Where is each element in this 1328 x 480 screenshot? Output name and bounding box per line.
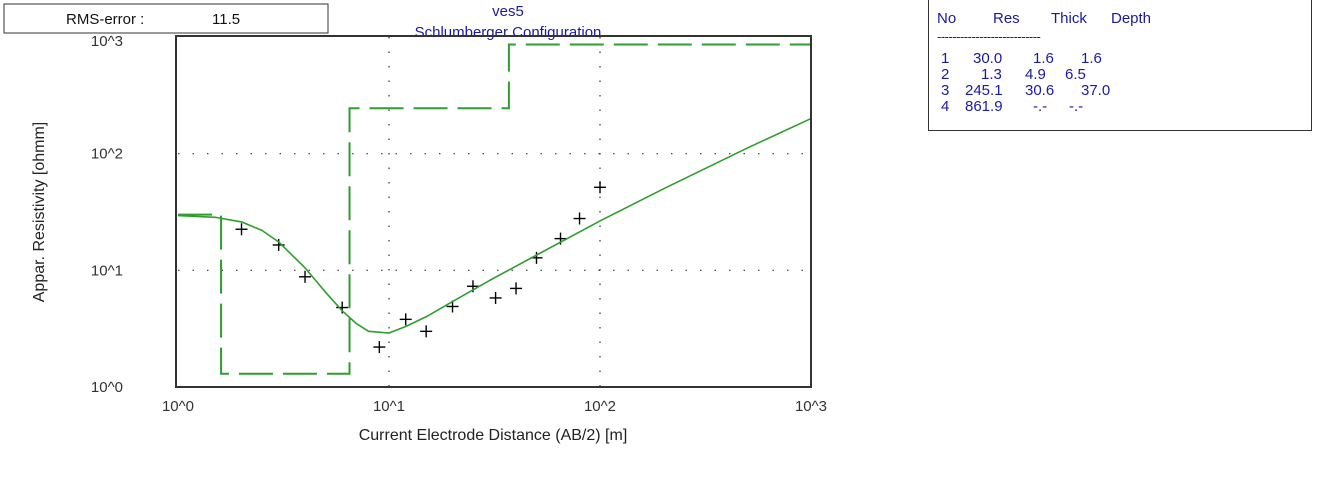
model-curve-line — [178, 117, 811, 334]
table-row: 2 1.3 4.9 6.5 — [937, 66, 1086, 83]
layer-no: 2 — [941, 66, 950, 83]
layer-depth: 1.6 — [1081, 50, 1102, 67]
chart-subtitle: Schlumberger Configuration — [415, 24, 602, 41]
x-tick-label: 10^0 — [162, 398, 194, 415]
header-res: Res — [993, 10, 1020, 27]
grid-lines — [178, 37, 811, 387]
y-axis-title: Appar. Resistivity [ohmm] — [31, 122, 48, 303]
layer-thick: 30.6 — [1025, 82, 1055, 99]
data-point-marker — [594, 181, 606, 194]
x-tick-label: 10^1 — [373, 398, 405, 415]
layer-thick: -.- — [1033, 98, 1048, 115]
table-row: 1 30.0 1.6 1.6 — [937, 50, 1102, 67]
tick-labels: 10^0 10^1 10^2 10^3 10^0 10^1 10^2 10^3 — [91, 33, 827, 415]
sounding-chart: RMS-error : 11.5 ves5 Schlumberger Confi… — [3, 3, 827, 444]
plot-frame — [175, 35, 812, 388]
series-group — [178, 43, 811, 375]
layer-depth: -.- — [1069, 98, 1084, 115]
y-tick-label: 10^1 — [91, 262, 123, 279]
rms-error-label: RMS-error : — [66, 11, 144, 28]
x-axis-title: Current Electrode Distance (AB/2) [m] — [359, 427, 628, 444]
data-series — [178, 43, 811, 375]
layer-res: 861.9 — [965, 98, 1003, 115]
header-depth: Depth — [1111, 10, 1152, 27]
layer-res: 245.1 — [965, 82, 1003, 99]
table-row: 4 861.9 -.- -.- — [937, 98, 1083, 115]
data-point-marker — [235, 223, 248, 236]
y-tick-label: 10^2 — [91, 146, 123, 163]
y-tick-label: 10^3 — [91, 33, 123, 50]
data-point-marker — [420, 325, 433, 338]
layer-no: 3 — [941, 82, 950, 99]
x-tick-label: 10^2 — [584, 398, 616, 415]
layer-no: 1 — [941, 50, 950, 67]
rms-error-value: 11.5 — [212, 11, 240, 28]
layer-no: 4 — [941, 98, 950, 115]
layer-thick: 1.6 — [1033, 50, 1054, 67]
data-point-marker — [399, 313, 412, 326]
layer-model-step-line — [178, 43, 811, 375]
data-point-marker — [299, 270, 312, 283]
layer-model-table: No Res Thick Depth ---------------------… — [928, 0, 1312, 131]
table-separator: --------------------------- — [937, 29, 1041, 44]
table-row: 3 245.1 30.6 37.0 — [937, 82, 1110, 99]
header-thick: Thick — [1051, 10, 1087, 27]
data-point-marker — [373, 341, 386, 354]
layer-depth: 37.0 — [1081, 82, 1111, 99]
data-point-marker — [272, 238, 285, 251]
x-tick-label: 10^3 — [795, 398, 827, 415]
layer-res: 30.0 — [973, 50, 1003, 67]
data-point-marker — [510, 282, 523, 295]
table-header-row: No Res Thick Depth — [937, 10, 1151, 27]
y-tick-label: 10^0 — [91, 379, 123, 396]
data-point-marker — [573, 212, 586, 225]
layer-thick: 4.9 — [1025, 66, 1046, 83]
chart-title: ves5 — [492, 3, 524, 20]
rms-error-box — [3, 3, 329, 34]
layer-depth: 6.5 — [1065, 66, 1086, 83]
layer-res: 1.3 — [981, 66, 1002, 83]
header-no: No — [937, 10, 957, 27]
data-point-marker — [489, 291, 502, 304]
